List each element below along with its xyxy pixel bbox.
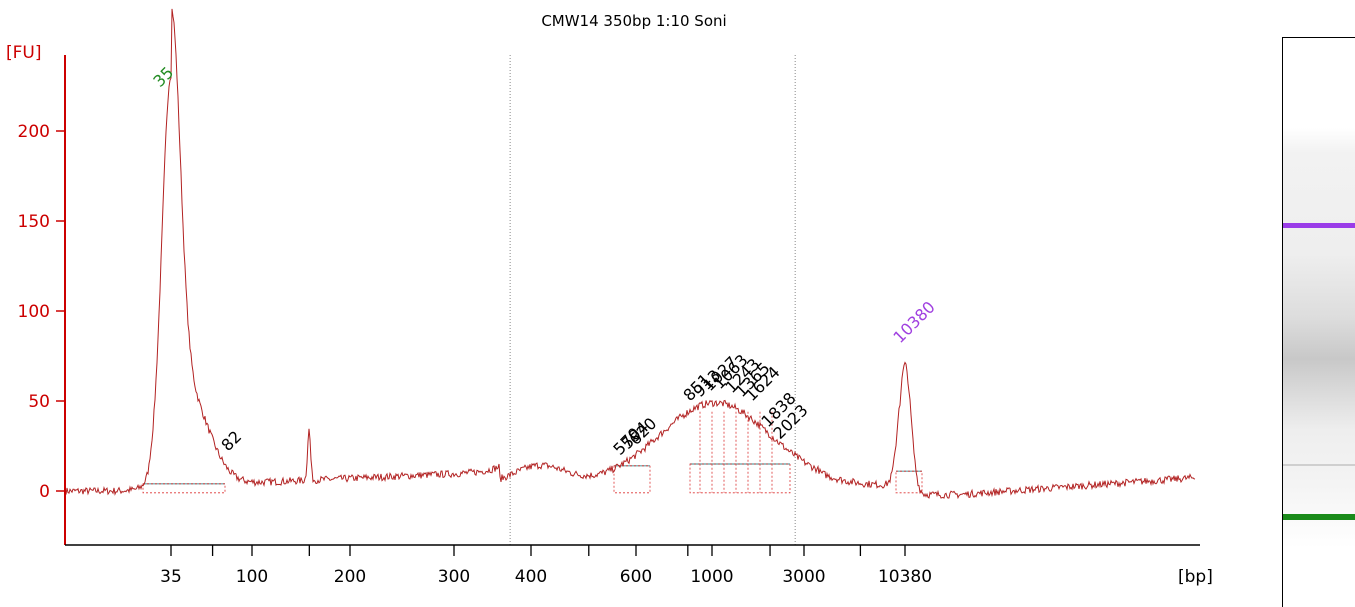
x-ticks: 35 100 200 300 400 600 1000 3000 10380 xyxy=(160,545,932,587)
upper-marker-band xyxy=(1283,223,1355,228)
gel-faint-band xyxy=(1283,464,1355,466)
y-tick-label: 100 xyxy=(18,302,50,322)
y-tick-label: 50 xyxy=(28,392,50,412)
peak-region xyxy=(613,465,651,494)
lower-marker-band xyxy=(1283,514,1355,520)
gel-lane xyxy=(1282,37,1355,607)
region-dividers xyxy=(509,55,796,545)
y-tick-label: 200 xyxy=(18,122,50,142)
y-axis-label: [FU] xyxy=(6,43,42,63)
x-tick-label: 10380 xyxy=(878,567,932,587)
peak-label: 35 xyxy=(149,63,177,91)
x-tick-label: 3000 xyxy=(782,567,825,587)
peak-region xyxy=(142,483,226,494)
x-tick-label: 100 xyxy=(236,567,268,587)
y-tick-label: 0 xyxy=(39,482,50,502)
peak-baselines xyxy=(142,411,923,494)
x-tick-label: 35 xyxy=(160,567,182,587)
x-tick-label: 400 xyxy=(515,567,547,587)
y-tick-label: 150 xyxy=(18,212,50,232)
x-tick-label: 1000 xyxy=(690,567,733,587)
chart-title: CMW14 350bp 1:10 Soni xyxy=(541,12,726,30)
peak-region xyxy=(895,470,923,494)
x-tick-label: 600 xyxy=(620,567,652,587)
peak-label: 82 xyxy=(217,427,245,455)
x-axis-label: [bp] xyxy=(1178,567,1213,587)
y-ticks: 0 50 100 150 200 xyxy=(18,122,65,502)
peak-region xyxy=(689,463,791,494)
electropherogram: CMW14 350bp 1:10 Soni 0 50 100 150 200 35 100… xyxy=(6,8,1213,587)
trace-line xyxy=(65,8,1196,500)
peak-label: 10380 xyxy=(889,297,938,346)
x-tick-label: 300 xyxy=(438,567,470,587)
x-tick-label: 200 xyxy=(334,567,366,587)
gel-smear xyxy=(1283,128,1355,548)
